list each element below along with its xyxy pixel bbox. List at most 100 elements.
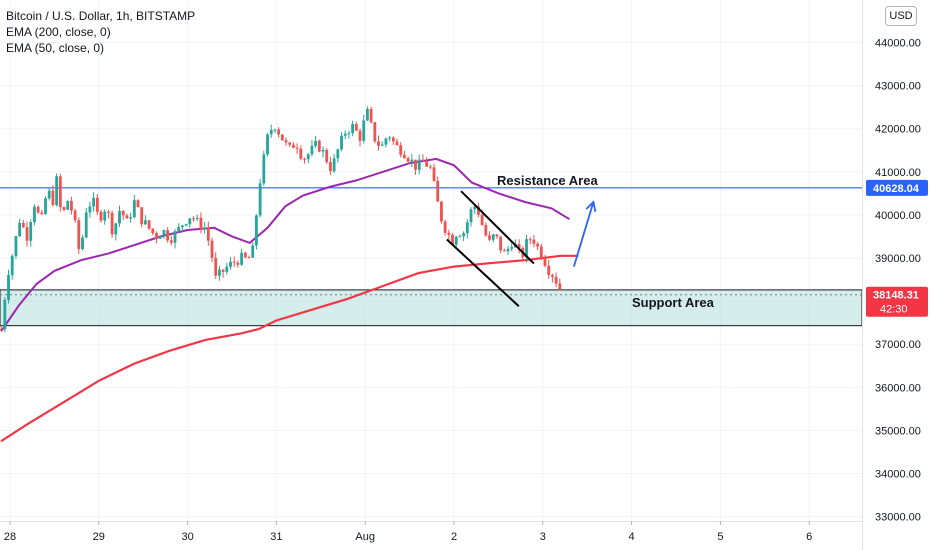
candle-body bbox=[380, 144, 384, 146]
candle-body bbox=[121, 210, 125, 216]
bullish-arrow-head[interactable] bbox=[585, 200, 597, 212]
symbol-title[interactable]: Bitcoin / U.S. Dollar, 1h, BITSTAMP bbox=[6, 9, 196, 23]
candle-body bbox=[406, 158, 410, 162]
candle-body bbox=[251, 245, 255, 258]
candle-body bbox=[158, 236, 162, 239]
candle-body bbox=[173, 231, 177, 243]
support-zone-rect bbox=[0, 289, 863, 327]
candle-body bbox=[44, 198, 47, 214]
candle-body bbox=[391, 137, 395, 142]
ema200-line[interactable] bbox=[0, 254, 579, 443]
candle-body bbox=[151, 228, 155, 234]
support-area-annotation[interactable]: Support Area bbox=[632, 295, 715, 310]
y-tick-label: 33000.00 bbox=[875, 512, 921, 524]
candle-body bbox=[88, 206, 92, 213]
candle-body bbox=[103, 211, 107, 221]
candle-body bbox=[336, 149, 340, 159]
candle-body bbox=[465, 222, 469, 234]
candle-body bbox=[354, 123, 358, 131]
candle-body bbox=[488, 235, 491, 240]
candles bbox=[0, 106, 562, 333]
candle-body bbox=[266, 134, 269, 155]
candle-body bbox=[443, 221, 447, 233]
current-price-label: 38148.31 bbox=[873, 290, 919, 302]
candle-body bbox=[214, 257, 218, 276]
candle-body bbox=[277, 129, 281, 135]
candle-body bbox=[369, 108, 373, 123]
candle-body bbox=[428, 166, 432, 168]
candle-body bbox=[92, 197, 96, 207]
candle-body bbox=[147, 220, 151, 229]
candle-body bbox=[321, 150, 325, 152]
candle-body bbox=[554, 276, 558, 284]
candle-body bbox=[373, 122, 377, 142]
candle-body bbox=[269, 130, 273, 135]
candle-body bbox=[40, 212, 44, 214]
y-tick-label: 44000.00 bbox=[875, 38, 921, 50]
candle-body bbox=[66, 200, 70, 210]
candle-body bbox=[421, 159, 425, 162]
channel-upper-trendline[interactable] bbox=[460, 190, 535, 265]
ema50-line[interactable] bbox=[0, 157, 570, 332]
candle-body bbox=[166, 230, 170, 241]
candle-body bbox=[347, 133, 351, 135]
candle-body bbox=[73, 210, 77, 221]
ema50-legend[interactable]: EMA (50, close, 0) bbox=[6, 41, 105, 55]
y-tick-label: 36000.00 bbox=[875, 382, 921, 394]
candle-body bbox=[306, 154, 310, 160]
candle-body bbox=[58, 176, 62, 208]
x-tick-label: 5 bbox=[717, 531, 723, 543]
candle-body bbox=[7, 275, 10, 300]
candle-body bbox=[410, 159, 414, 162]
x-tick-label: 29 bbox=[93, 531, 105, 543]
ema-lines bbox=[0, 157, 579, 443]
candle-body bbox=[210, 240, 214, 258]
candle-body bbox=[99, 211, 103, 221]
candle-body bbox=[206, 227, 210, 241]
candle-body bbox=[462, 233, 466, 237]
candle-body bbox=[273, 129, 277, 131]
ema200-legend[interactable]: EMA (200, close, 0) bbox=[6, 25, 111, 39]
candle-body bbox=[125, 215, 129, 219]
candle-body bbox=[77, 220, 81, 249]
candle-body bbox=[532, 239, 536, 244]
candle-body bbox=[258, 183, 262, 216]
candle-body bbox=[484, 225, 488, 236]
resistance-area-annotation[interactable]: Resistance Area bbox=[497, 173, 598, 188]
candle-body bbox=[414, 159, 417, 170]
drawings bbox=[446, 190, 597, 308]
candle-body bbox=[377, 141, 380, 146]
current-price-tag bbox=[866, 286, 928, 317]
chart-grid bbox=[0, 0, 862, 521]
x-tick-label: 2 bbox=[451, 531, 457, 543]
bullish-arrow[interactable] bbox=[573, 201, 595, 267]
candle-body bbox=[0, 329, 3, 331]
candle-body bbox=[495, 234, 499, 237]
candle-body bbox=[221, 269, 225, 272]
candle-body bbox=[114, 223, 118, 235]
candle-body bbox=[384, 138, 388, 145]
candle-body bbox=[477, 206, 480, 215]
candle-body bbox=[358, 130, 362, 141]
candle-body bbox=[95, 197, 99, 212]
y-tick-label: 43000.00 bbox=[875, 81, 921, 93]
candle-body bbox=[140, 207, 144, 225]
candle-body bbox=[451, 234, 454, 245]
candle-body bbox=[3, 299, 7, 330]
candle-body bbox=[366, 108, 369, 121]
candle-body bbox=[436, 180, 440, 202]
candle-body bbox=[543, 258, 547, 266]
channel-lower-trendline[interactable] bbox=[446, 238, 520, 308]
candle-body bbox=[36, 206, 40, 213]
currency-button[interactable]: USD bbox=[885, 6, 917, 26]
candle-body bbox=[558, 283, 562, 290]
candle-body bbox=[33, 206, 36, 223]
candle-body bbox=[480, 214, 484, 226]
candle-body bbox=[62, 207, 66, 210]
x-tick-label: Aug bbox=[355, 531, 375, 543]
candle-body bbox=[118, 210, 121, 224]
candle-body bbox=[29, 222, 33, 241]
candle-body bbox=[184, 224, 188, 226]
candle-body bbox=[25, 227, 29, 241]
